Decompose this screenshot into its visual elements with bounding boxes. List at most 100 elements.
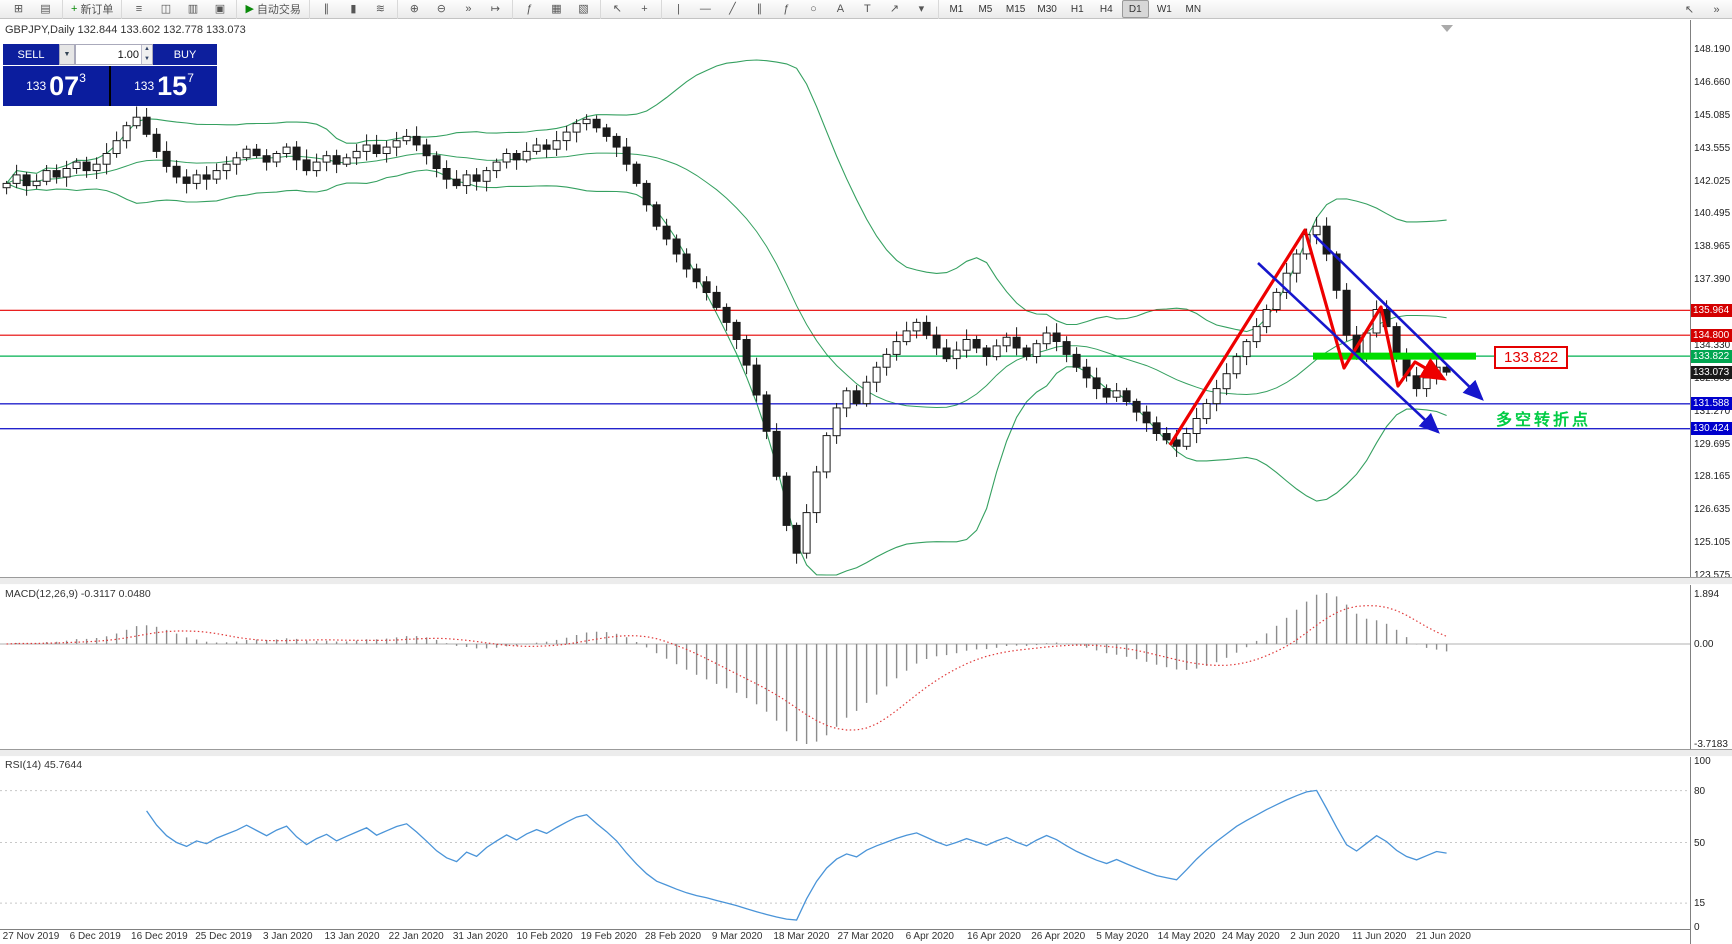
time-axis[interactable]: 27 Nov 2019 6 Dec 2019 16 Dec 2019 25 Dec 2… xyxy=(0,929,1690,944)
volume-down-button[interactable]: ▼ xyxy=(142,54,152,64)
pane-separator[interactable] xyxy=(0,749,1732,757)
bar-chart-type-button[interactable]: ∥ xyxy=(314,0,339,18)
zoom-in-icon: ⊕ xyxy=(409,3,420,15)
volume-up-button[interactable]: ▲ xyxy=(142,45,152,55)
zoom-out-icon: ⊖ xyxy=(436,3,447,15)
price-chart[interactable] xyxy=(0,20,1690,577)
tf-m1-button[interactable]: M1 xyxy=(943,0,970,18)
chart-shift-button[interactable]: ↦ xyxy=(483,0,508,18)
impulse-trendline[interactable] xyxy=(1168,228,1447,446)
tf-m15-button[interactable]: M15 xyxy=(1001,0,1030,18)
date-label: 31 Jan 2020 xyxy=(452,931,508,942)
price-tag: 131.588 xyxy=(1691,397,1732,411)
toolbar-group: ⊕ ⊖ » ↦ xyxy=(398,0,513,19)
volume-input[interactable] xyxy=(76,45,141,64)
sell-price-prefix: 133 xyxy=(26,79,47,93)
text-tool-icon: A xyxy=(836,3,845,15)
zoom-out-button[interactable]: ⊖ xyxy=(429,0,454,18)
toolbar-more-button[interactable]: » xyxy=(1704,1,1729,19)
fibonacci-tool-button[interactable]: ƒ xyxy=(774,0,799,18)
autotrading-button[interactable]: ▶ 自动交易 xyxy=(241,0,304,18)
date-label: 5 May 2020 xyxy=(1096,931,1149,942)
data-window-button[interactable]: ◫ xyxy=(153,0,178,18)
trendline-tool-button[interactable]: ╱ xyxy=(720,0,745,18)
templates-icon: ▧ xyxy=(578,3,589,15)
toolbar-pointer-button[interactable]: ↖ xyxy=(1677,1,1702,19)
indicators-button[interactable]: ƒ xyxy=(517,0,542,18)
rsi-label: RSI(14) 45.7644 xyxy=(5,759,83,771)
channel-tool-button[interactable]: ∥ xyxy=(747,0,772,18)
templates-button[interactable]: ▧ xyxy=(571,0,596,18)
macd-scale-label: 1.894 xyxy=(1694,589,1720,600)
label-tool-button[interactable]: T xyxy=(855,0,880,18)
tf-m30-button[interactable]: M30 xyxy=(1032,0,1061,18)
date-label: 18 Mar 2020 xyxy=(773,931,830,942)
sell-price-button[interactable]: 133 07 3 xyxy=(3,66,109,106)
price-level-label[interactable]: 133.822 xyxy=(1494,346,1569,369)
vertical-line-tool-button[interactable]: | xyxy=(666,0,691,18)
shapes-tool-button[interactable]: ○ xyxy=(801,0,826,18)
trend-drawings[interactable] xyxy=(1168,228,1484,446)
date-label: 10 Feb 2020 xyxy=(516,931,573,942)
tf-w1-button[interactable]: W1 xyxy=(1151,0,1178,18)
navigator-button[interactable]: ▥ xyxy=(180,0,205,18)
macd-pane[interactable]: MACD(12,26,9) -0.3117 0.0480 xyxy=(0,585,1690,749)
date-label: 24 May 2020 xyxy=(1221,931,1280,942)
zoom-in-button[interactable]: ⊕ xyxy=(402,0,427,18)
chart-shift-marker[interactable] xyxy=(1441,25,1453,32)
new-order-button[interactable]: + 新订单 xyxy=(67,0,117,18)
tf-h1-label: H1 xyxy=(1070,3,1084,15)
price-scale-label: 125.105 xyxy=(1694,537,1731,549)
text-tool-button[interactable]: A xyxy=(828,0,853,18)
tf-mn-button[interactable]: MN xyxy=(1180,0,1207,18)
arrows-tool-button[interactable]: ↗ xyxy=(882,0,907,18)
price-tag: 135.964 xyxy=(1691,303,1732,317)
cursor-tool-button[interactable]: ↖ xyxy=(605,0,630,18)
market-watch-button[interactable]: ≡ xyxy=(126,0,151,18)
buy-button[interactable]: BUY xyxy=(153,44,217,65)
macd-signal-line xyxy=(6,604,1447,731)
channel-tool-icon: ∥ xyxy=(756,3,763,15)
turning-point-note[interactable]: 多空转折点 xyxy=(1496,412,1592,429)
auto-scroll-button[interactable]: » xyxy=(456,0,481,18)
new-chart-button[interactable]: ⊞ xyxy=(6,0,31,18)
tf-h4-button[interactable]: H4 xyxy=(1093,0,1120,18)
price-tag: 134.800 xyxy=(1691,328,1732,342)
chart-title: GBPJPY,Daily 132.844 133.602 132.778 133… xyxy=(5,24,246,36)
line-chart-type-button[interactable]: ≋ xyxy=(368,0,393,18)
toolbar-group: ↖ + xyxy=(601,0,662,19)
tf-m15-label: M15 xyxy=(1005,3,1026,15)
volume-dropdown[interactable]: ▼ xyxy=(59,44,75,65)
pane-separator[interactable] xyxy=(0,577,1732,585)
terminal-icon: ▣ xyxy=(214,3,226,15)
terminal-button[interactable]: ▣ xyxy=(207,0,232,18)
candlestick-chart-type-button[interactable]: ▮ xyxy=(341,0,366,18)
horizontal-line-tool-button[interactable]: — xyxy=(693,0,718,18)
buy-price-button[interactable]: 133 15 7 xyxy=(111,66,217,106)
periods-button[interactable]: ▦ xyxy=(544,0,569,18)
date-label: 19 Feb 2020 xyxy=(580,931,637,942)
objects-dropdown-button[interactable]: ▾ xyxy=(909,0,934,18)
channel-trendline[interactable] xyxy=(1313,234,1484,401)
price-axis[interactable]: 148.190 146.660 145.085 143.555 142.025 140.4… xyxy=(1690,20,1732,944)
tf-m1-label: M1 xyxy=(949,3,964,15)
price-scale-label: 143.555 xyxy=(1694,142,1731,154)
price-scale-label: 138.965 xyxy=(1694,241,1731,253)
rsi-pane[interactable]: RSI(14) 45.7644 xyxy=(0,756,1690,929)
channel-trendline[interactable] xyxy=(1257,262,1440,434)
tf-d1-button[interactable]: D1 xyxy=(1121,0,1149,18)
auto-scroll-icon: » xyxy=(465,3,472,15)
candlestick-chart-type-icon: ▮ xyxy=(350,3,357,15)
shapes-tool-icon: ○ xyxy=(810,3,817,15)
sell-button[interactable]: SELL xyxy=(3,44,59,65)
chart-profiles-button[interactable]: ▤ xyxy=(33,0,58,18)
crosshair-tool-button[interactable]: + xyxy=(632,0,657,18)
price-tag: 133.822 xyxy=(1691,349,1732,363)
rsi-line xyxy=(146,789,1447,921)
tf-mn-label: MN xyxy=(1185,3,1202,15)
tf-m5-button[interactable]: M5 xyxy=(972,0,999,18)
date-label: 14 May 2020 xyxy=(1157,931,1216,942)
chart-window[interactable]: GBPJPY,Daily 132.844 133.602 132.778 133… xyxy=(0,20,1690,577)
tf-h1-button[interactable]: H1 xyxy=(1064,0,1091,18)
toolbar: ⊞ ▤ + 新订单 ≡ ◫ ▥ ▣ ▶ 自动交易 ∥ ▮ ≋ ⊕ ⊖» ↦ ƒ ▦ ▧ ↖ + | — ╱ ∥ ƒ ○ A T ↗ ▾ M1 M… xyxy=(0,0,1732,19)
